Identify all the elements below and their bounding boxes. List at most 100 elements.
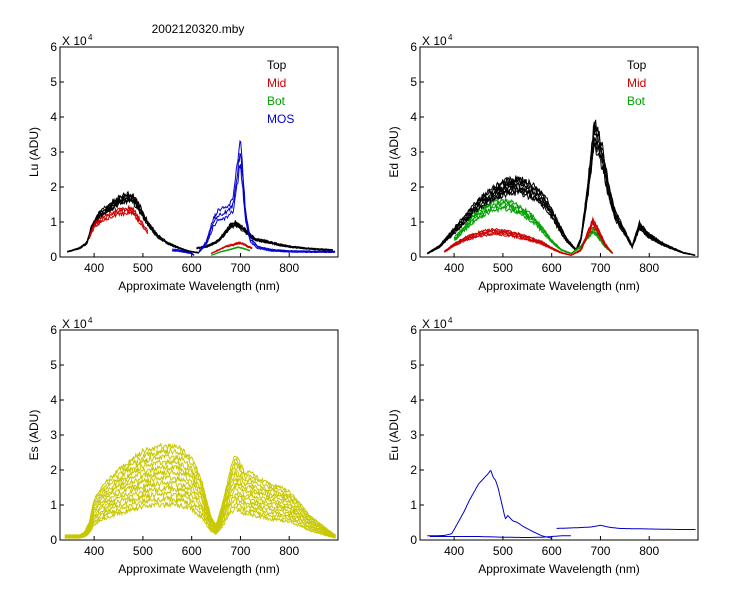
y-multiplier-exponent: 4 [448,316,453,325]
legend-bot: Bot [267,94,286,108]
plot-area [427,119,696,256]
y-tick-label: 2 [410,180,417,194]
y-tick-label: 5 [410,358,417,372]
x-tick-label: 500 [493,544,513,558]
x-tick-label: 600 [182,544,202,558]
series-line-bot-0-1 [211,246,251,256]
y-multiplier: X 10 [62,34,87,48]
y-multiplier-exponent: 4 [88,33,93,42]
x-tick-label: 600 [542,261,562,275]
series-line-es-0-7 [64,463,336,537]
x-axis-label: Approximate Wavelength (nm) [478,279,640,293]
series-line-mid-0-4 [443,216,614,256]
series-line-mid-0-0 [444,224,613,256]
y-tick-label: 4 [50,393,57,407]
series-line-top-0-5 [67,190,200,254]
y-tick-label: 5 [50,358,57,372]
x-tick-label: 800 [639,544,659,558]
x-tick-label: 500 [493,261,513,275]
y-tick-label: 3 [50,428,57,442]
y-tick-label: 2 [410,463,417,477]
y-multiplier-exponent: 4 [88,316,93,325]
y-tick-label: 6 [50,323,57,337]
figure-title: 2002120320.mby [152,22,245,36]
series-line-mid-0-0 [88,210,149,240]
x-axis-label: Approximate Wavelength (nm) [478,562,640,576]
y-axis-label: Es (ADU) [27,410,41,461]
series-line-top-1-1 [196,223,333,251]
y-tick-label: 0 [410,533,417,547]
x-tick-label: 800 [279,544,299,558]
series-line-es-0-0 [64,500,336,539]
series-line-top-1-4 [196,220,333,251]
legend-bot: Bot [627,94,646,108]
series-line-es-0-1 [64,495,336,539]
series-line-es-0-8 [64,458,336,537]
series-line-top-1-0 [196,224,333,252]
y-tick-label: 4 [410,110,417,124]
y-tick-label: 5 [410,75,417,89]
x-axis-label: Approximate Wavelength (nm) [118,279,280,293]
x-tick-label: 500 [133,544,153,558]
series-line-top-0-2 [67,195,200,254]
y-multiplier: X 10 [422,34,447,48]
y-tick-label: 3 [50,145,57,159]
series-line-es-0-9 [64,452,336,537]
x-tick-label: 700 [230,261,250,275]
series-line-es-0-3 [64,484,336,538]
series-line-es-0-5 [64,474,336,538]
y-tick-label: 6 [410,40,417,54]
series-line-mid-1-2 [210,241,253,254]
series-line-es-0-2 [64,489,336,539]
y-tick-label: 2 [50,463,57,477]
plot-area [64,442,336,539]
axes-frame [419,329,699,541]
x-tick-label: 400 [84,261,104,275]
legend-top: Top [267,58,287,72]
x-tick-label: 600 [542,544,562,558]
y-multiplier: X 10 [62,317,87,331]
series-line-top-1-2 [196,222,333,251]
series-line-es-0-11 [64,442,336,536]
y-tick-label: 4 [50,110,57,124]
series-line-mos-1-2 [198,139,336,252]
series-line-top-1-3 [196,221,333,251]
y-multiplier-exponent: 4 [448,33,453,42]
y-tick-label: 1 [50,498,57,512]
y-tick-label: 1 [410,498,417,512]
x-tick-label: 400 [84,544,104,558]
series-line-mos-0-2 [172,248,195,256]
y-tick-label: 3 [410,428,417,442]
x-tick-label: 600 [182,261,202,275]
y-tick-label: 2 [50,180,57,194]
y-tick-label: 0 [50,533,57,547]
x-tick-label: 400 [444,544,464,558]
y-multiplier: X 10 [422,317,447,331]
x-axis-label: Approximate Wavelength (nm) [118,562,280,576]
series-line-es-0-10 [64,447,336,536]
x-tick-label: 700 [230,544,250,558]
x-tick-label: 800 [279,261,299,275]
series-line-eu-1-0 [429,535,571,538]
x-tick-label: 800 [639,261,659,275]
axes-frame [59,46,339,258]
plot-area [427,470,696,539]
y-tick-label: 0 [410,250,417,264]
series-line-top-0-6 [427,119,696,256]
y-tick-label: 0 [50,250,57,264]
legend-mid: Mid [627,76,646,90]
y-axis-label: Ed (ADU) [387,126,401,177]
series-line-top-1-5 [196,220,333,251]
series-line-eu-2-0 [556,524,696,530]
x-tick-label: 400 [444,261,464,275]
x-tick-label: 700 [590,544,610,558]
y-tick-label: 3 [410,145,417,159]
y-tick-label: 4 [410,393,417,407]
y-axis-label: Eu (ADU) [387,409,401,460]
legend-mid: Mid [267,76,286,90]
